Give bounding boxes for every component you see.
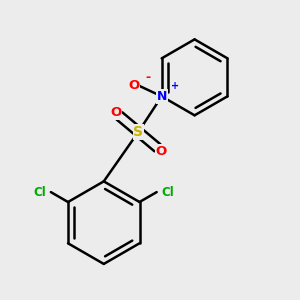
Text: -: - bbox=[145, 71, 150, 84]
Text: S: S bbox=[134, 125, 143, 139]
Text: O: O bbox=[155, 145, 166, 158]
Text: +: + bbox=[171, 81, 179, 92]
Text: Cl: Cl bbox=[162, 186, 174, 199]
Text: N: N bbox=[157, 90, 167, 103]
Text: O: O bbox=[129, 80, 140, 92]
Text: O: O bbox=[110, 106, 122, 119]
Text: Cl: Cl bbox=[33, 186, 46, 199]
